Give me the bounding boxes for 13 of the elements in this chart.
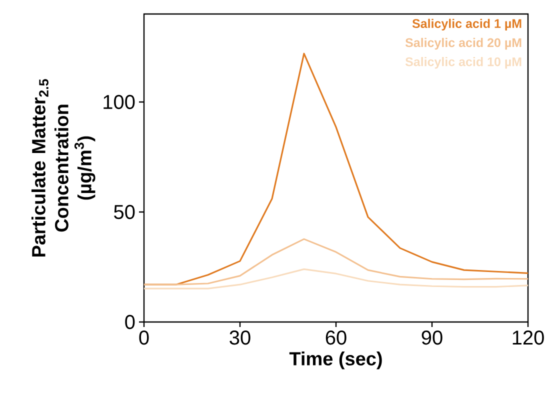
- text: Salicylic acid 10 µM: [405, 57, 522, 69]
- x-tick-label: 30: [230, 330, 250, 345]
- text: Salicylic acid 20 µM: [405, 38, 522, 50]
- text: Salicylic acid 1 µM: [412, 18, 522, 30]
- x-tick-label: 0: [139, 330, 149, 345]
- line-series: [144, 238, 528, 286]
- x-tick-label: 60: [326, 330, 346, 345]
- x-axis-title: Time (sec): [289, 352, 382, 370]
- x-tick-label: 120: [512, 330, 544, 345]
- x-tick-label: 90: [422, 330, 442, 345]
- y-tick-label: 50: [114, 204, 135, 220]
- y-tick-label: 0: [125, 314, 135, 330]
- y-tick-label: 100: [104, 94, 135, 110]
